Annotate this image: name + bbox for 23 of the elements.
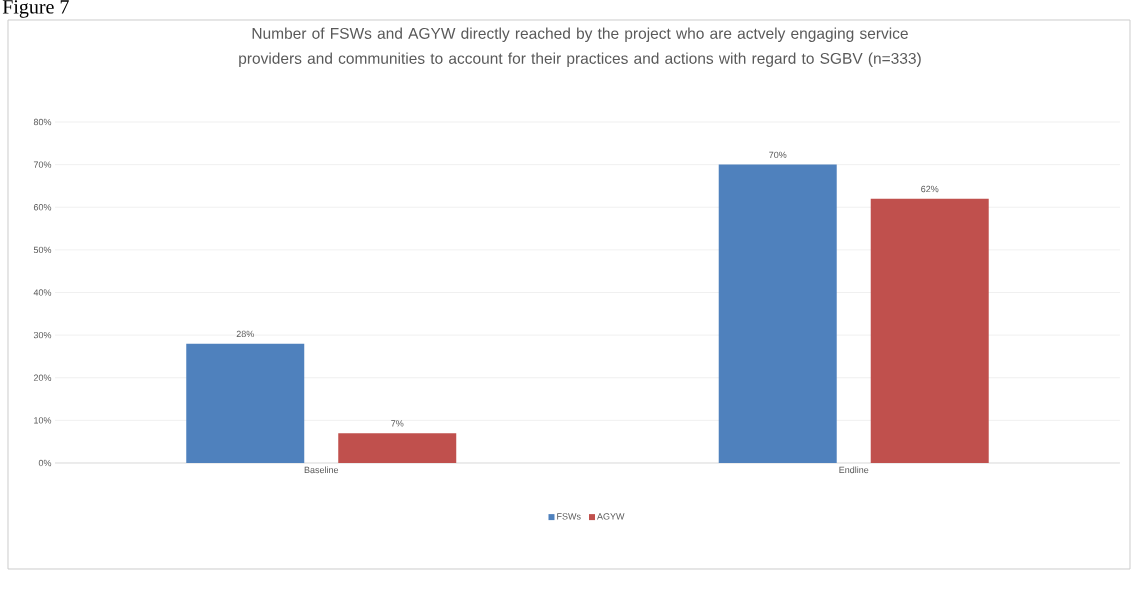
y-tick-label: 0% [38,459,52,467]
y-tick-label: 60% [33,204,52,211]
bar [870,198,989,463]
data-label: 70% [769,151,787,159]
legend-label: FSWs [557,513,581,520]
x-tick-label: Baseline [304,466,339,474]
legend-label: AGYW [597,513,625,520]
y-tick-label: 80% [33,118,52,126]
bar [186,343,305,463]
data-label: 62% [921,185,939,193]
y-tick-label: 30% [33,331,52,339]
bar [338,433,457,463]
y-tick-label: 10% [34,417,52,424]
y-tick-label: 50% [33,246,52,254]
chart-title: Number of FSWs and AGYW directly reached by the project who are actvely engaging service providers and communities to account for their practices and actions with regard to SGBV (n=333) [239,27,921,67]
data-label: 28% [236,330,254,338]
y-tick-label: 40% [33,289,52,296]
caption: Figure 7 [2,0,69,18]
data-label: 7% [391,420,404,427]
y-tick-label: 20% [33,374,52,381]
y-tick-label: 70% [33,161,52,168]
bar [718,164,837,463]
x-tick-label: Endline [839,466,869,474]
